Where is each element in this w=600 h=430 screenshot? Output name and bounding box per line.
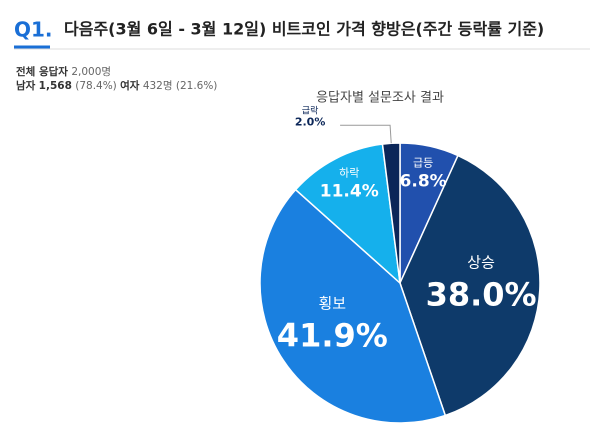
leader-line — [340, 124, 392, 144]
label: 여자 — [120, 79, 140, 92]
value: 432명 — [143, 80, 173, 92]
slice-category: 상승 — [467, 253, 495, 271]
value: 2,000명 — [71, 66, 111, 78]
question-title: 다음주(3월 6일 - 3월 12일) 비트코인 가격 향방은(주간 등락률 기… — [64, 20, 544, 39]
question-number: Q1. — [14, 18, 53, 42]
slice-category: 하락 — [339, 166, 359, 180]
slice-value: 38.0% — [426, 276, 537, 314]
label: 전체 응답자 — [16, 65, 68, 78]
respondents-gender: 남자 1,568 (78.4%) 여자 432명 (21.6%) — [16, 79, 217, 92]
value: 1,568 — [39, 80, 72, 92]
pie-slice — [399, 154, 541, 417]
slice-value: 6.8% — [400, 171, 447, 191]
pie-slice — [381, 142, 401, 284]
value: (21.6%) — [176, 80, 218, 92]
pie-slice — [294, 143, 401, 285]
chart-title: 응답자별 설문조사 결과 — [316, 91, 444, 106]
slice-category: 급등 — [413, 157, 433, 170]
value: (78.4%) — [75, 80, 117, 92]
slice-category: 횡보 — [319, 294, 347, 312]
slice-value: 41.9% — [277, 316, 388, 354]
slice-value: 2.0% — [295, 116, 326, 129]
slice-value: 11.4% — [320, 181, 379, 201]
slice-category: 급락 — [302, 105, 319, 117]
respondents-total: 전체 응답자 2,000명 — [16, 65, 111, 78]
pie-slice — [259, 188, 447, 424]
label: 남자 — [16, 79, 36, 92]
